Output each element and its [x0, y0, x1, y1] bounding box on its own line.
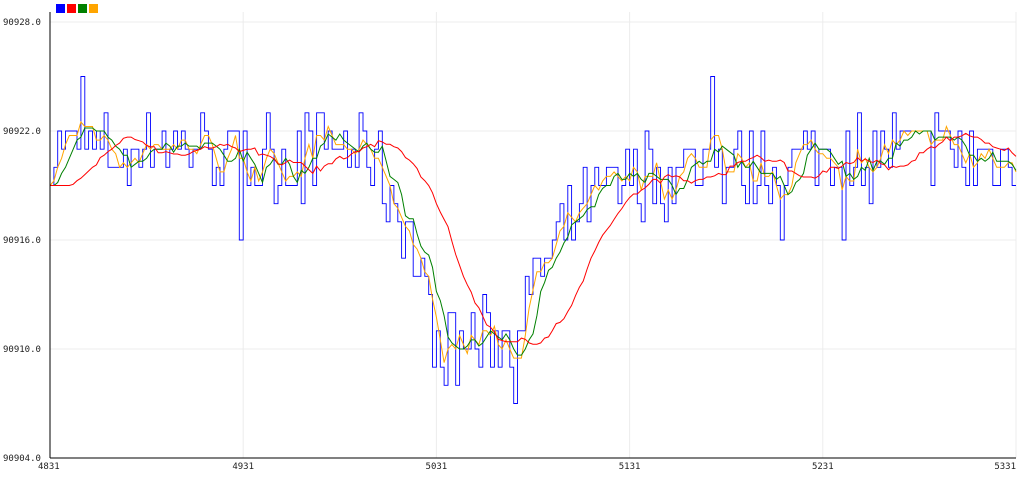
legend	[56, 4, 98, 13]
legend-swatch-red	[67, 4, 76, 13]
x-tick-label: 5331	[994, 462, 1016, 472]
legend-swatch-orange	[89, 4, 98, 13]
grid-lines	[50, 12, 1017, 458]
x-tick-label: 4831	[38, 462, 60, 472]
x-tick-label: 5231	[812, 462, 834, 472]
x-tick-label: 4931	[232, 462, 254, 472]
series-layer	[49, 76, 1017, 404]
y-tick-label: 90928.0	[3, 18, 41, 28]
tick-labels: 4831 4931 5031 5131 5231 5331 90928.0 90922.0 90…	[3, 18, 1016, 472]
series-line-0	[50, 76, 1016, 404]
y-tick-label: 90916.0	[3, 236, 41, 246]
x-tick-label: 5031	[426, 462, 448, 472]
series-line-1	[50, 132, 1017, 345]
legend-swatch-blue	[56, 4, 65, 13]
y-tick-label: 90910.0	[3, 345, 41, 355]
series-line-3	[49, 120, 1017, 363]
axes	[49, 12, 1016, 459]
y-tick-label: 90904.0	[3, 454, 41, 464]
x-tick-label: 5131	[619, 462, 641, 472]
y-tick-label: 90922.0	[3, 127, 41, 137]
legend-swatch-green	[78, 4, 87, 13]
series-line-2	[50, 127, 1017, 356]
